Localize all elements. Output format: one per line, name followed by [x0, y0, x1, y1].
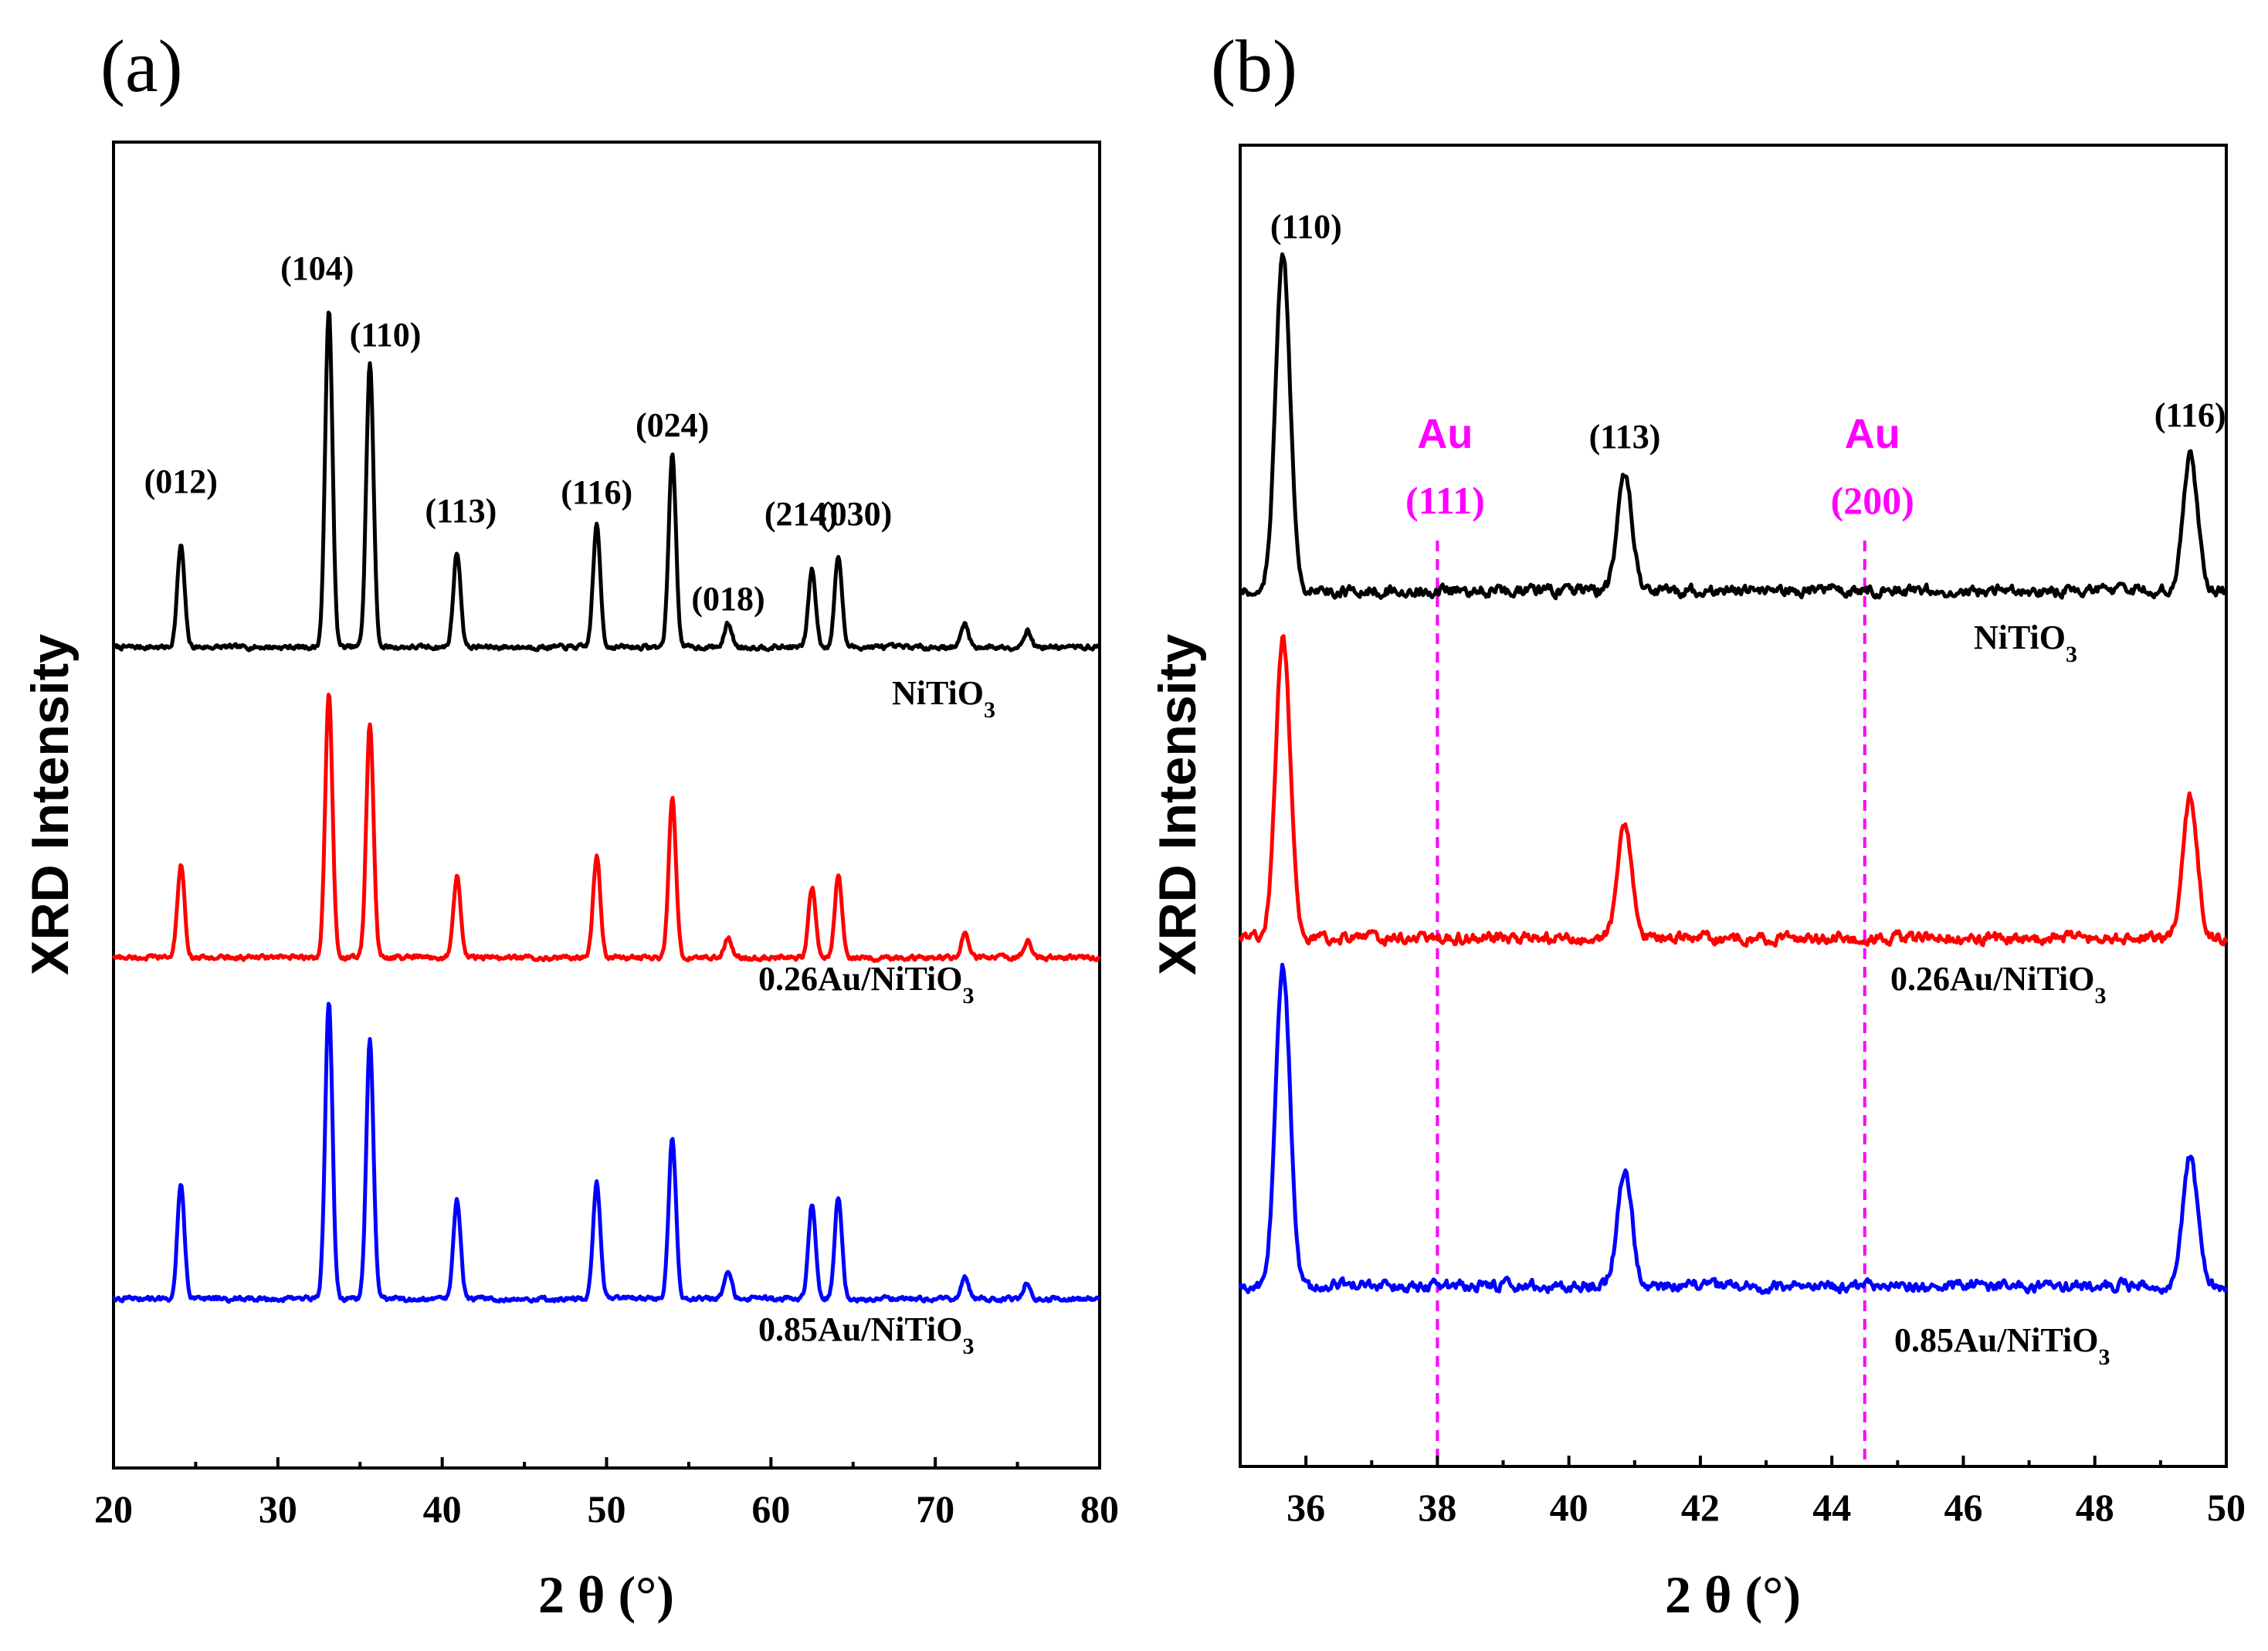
x-tick-label: 46 — [1944, 1486, 1982, 1529]
series-line-0-26au-nitio3 — [111, 693, 1101, 963]
peak-label: (018) — [691, 580, 764, 618]
x-tick-label: 30 — [259, 1487, 297, 1531]
x-tick-label: 36 — [1287, 1486, 1325, 1529]
panel-b-y-axis-title: XRD Intensity — [1148, 634, 1207, 975]
peak-label: (113) — [425, 492, 497, 530]
series-line-0-26au-nitio3 — [1238, 634, 2229, 948]
panel-a-label: (a) — [100, 25, 183, 107]
peak-label: (024) — [636, 406, 709, 444]
panel-a-peak-labels: (012) (104) (110) (113) (116)(024) (018) (214)… — [144, 249, 893, 618]
panel-b-x-axis: 36 38 40 42 44 46 48 50 — [1287, 1456, 2246, 1529]
panel-a-plot-frame — [112, 141, 1101, 1470]
au-label: Au — [1417, 411, 1473, 457]
series-label-026au: 0.26Au/NiTiO3 — [758, 960, 974, 1009]
x-tick-label: 50 — [2207, 1486, 2246, 1529]
panel-a-x-axis: 20 30 40 50 60 70 80 — [94, 1457, 1119, 1531]
panel-b-x-axis-title: 2 θ (°) — [1665, 1565, 1801, 1624]
x-tick-label: 20 — [94, 1487, 133, 1531]
panel-a: (a) 20 30 40 50 60 70 80 (012)(104)(110)(113)(… — [21, 25, 1119, 1624]
peak-label: (030) — [819, 495, 892, 533]
x-tick-label: 60 — [751, 1487, 790, 1531]
peak-label: (116) — [561, 473, 632, 511]
series-label-nitio3: NiTiO3 — [892, 674, 995, 723]
x-tick-label: 48 — [2076, 1486, 2114, 1529]
series-label-026au-b: 0.26Au/NiTiO3 — [1890, 960, 2106, 1009]
series-label-085au: 0.85Au/NiTiO3 — [758, 1310, 974, 1359]
au-hkl-label: (111) — [1405, 479, 1485, 522]
x-tick-label: 40 — [423, 1487, 462, 1531]
panel-b-peak-labels: (110) (113) (116) — [1270, 208, 2226, 456]
panel-b-label: (b) — [1211, 25, 1297, 107]
panel-a-series-labels: NiTiO3 0.26Au/NiTiO3 0.85Au/NiTiO3 — [758, 674, 995, 1359]
x-tick-label: 50 — [588, 1487, 626, 1531]
panel-a-traces — [111, 310, 1101, 1304]
panel-b-series-labels: NiTiO3 0.26Au/NiTiO3 0.85Au/NiTiO3 — [1890, 619, 2110, 1370]
x-tick-label: 40 — [1550, 1486, 1588, 1529]
peak-label: (110) — [1270, 208, 1342, 246]
x-tick-label: 70 — [916, 1487, 954, 1531]
x-tick-label: 42 — [1681, 1486, 1720, 1529]
peak-label: (110) — [350, 316, 422, 354]
panel-a-x-axis-title: 2 θ (°) — [538, 1565, 674, 1624]
series-line-nitio3 — [111, 310, 1101, 653]
peak-label: (116) — [2154, 396, 2226, 434]
peak-label: (214) — [764, 495, 838, 533]
series-line-0-85au-nitio3 — [112, 1002, 1101, 1304]
peak-label: (104) — [280, 249, 354, 287]
peak-label: (113) — [1589, 418, 1661, 456]
panel-b-traces — [1238, 252, 2229, 1295]
peak-label: (012) — [144, 463, 218, 500]
au-hkl-label: (200) — [1831, 479, 1914, 522]
series-line-nitio3 — [1238, 252, 2228, 601]
series-line-0-85au-nitio3 — [1238, 962, 2229, 1295]
x-tick-label: 38 — [1418, 1486, 1456, 1529]
panel-b-au-reference-lines: Au (111) Au (200) — [1405, 411, 1914, 1465]
panel-b-plot-frame — [1239, 144, 2228, 1468]
panel-a-y-axis-title: XRD Intensity — [21, 634, 80, 975]
panel-b: (b) Au (111) Au (200) 36 38 40 42 44 46 48 50 (110… — [1148, 25, 2246, 1624]
x-tick-label: 44 — [1812, 1486, 1851, 1529]
au-label: Au — [1845, 411, 1900, 457]
series-label-nitio3-b: NiTiO3 — [1974, 619, 2077, 667]
series-label-085au-b: 0.85Au/NiTiO3 — [1894, 1321, 2110, 1370]
x-tick-label: 80 — [1080, 1487, 1119, 1531]
